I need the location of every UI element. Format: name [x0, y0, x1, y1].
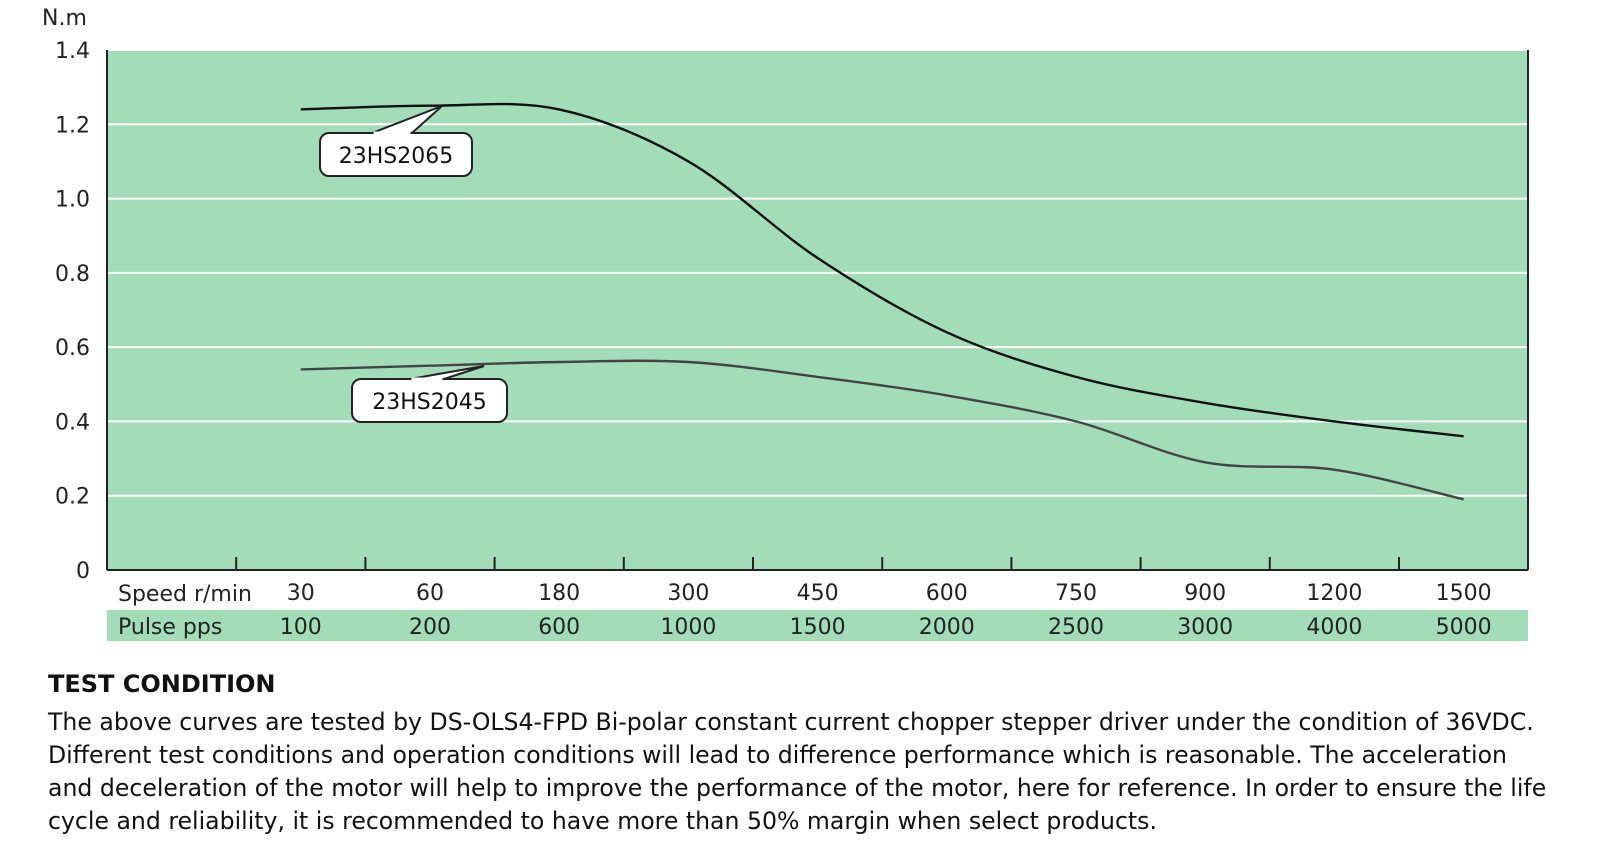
speed-tick-label: 30: [287, 581, 315, 606]
torque-speed-chart: 0 0.2 0.4 0.6 0.8 1.0 1.2 1.4 N.m Speed r/min Puls…: [42, 6, 1529, 641]
speed-row-label: Speed r/min: [118, 582, 252, 607]
y-tick-label: 0.6: [55, 336, 90, 361]
series-line-23HS2045: [300, 359, 1464, 501]
speed-tick-label: 450: [797, 581, 839, 606]
pulse-tick-label: 2500: [1048, 615, 1104, 640]
speed-tick-label: 1200: [1306, 581, 1362, 606]
test-condition-text: The above curves are tested by DS-OLS4-F…: [48, 706, 1593, 838]
series-label: 23HS2045: [372, 390, 487, 415]
pulse-tick-label: 600: [538, 615, 580, 640]
pulse-tick-label: 1500: [790, 615, 846, 640]
y-tick-label: 1.4: [55, 39, 90, 64]
plot-area: [107, 50, 1528, 570]
speed-tick-label: 180: [538, 581, 580, 606]
pulse-tick-label: 3000: [1177, 615, 1233, 640]
pulse-row-label: Pulse pps: [118, 615, 222, 640]
test-condition-line: The above curves are tested by DS-OLS4-F…: [48, 708, 1534, 736]
speed-tick-label: 300: [667, 581, 709, 606]
series-label: 23HS2065: [339, 144, 454, 169]
test-condition-line: cycle and reliability, it is recommended…: [48, 807, 1157, 835]
speed-tick-label: 60: [416, 581, 444, 606]
pulse-tick-label: 200: [409, 615, 451, 640]
pulse-tick-label: 4000: [1306, 615, 1362, 640]
y-tick-label: 0.4: [55, 410, 90, 435]
pulse-tick-label: 1000: [660, 615, 716, 640]
speed-tick-label: 750: [1055, 581, 1097, 606]
y-axis-unit: N.m: [42, 6, 87, 31]
pulse-row-band: [107, 610, 1528, 641]
y-tick-label: 1.0: [55, 188, 90, 213]
y-tick-label: 0: [76, 559, 90, 584]
y-tick-label: 0.8: [55, 262, 90, 287]
pulse-tick-label: 5000: [1436, 615, 1492, 640]
pulse-tick-label: 2000: [919, 615, 975, 640]
speed-tick-label: 600: [926, 581, 968, 606]
speed-tick-label: 1500: [1436, 581, 1492, 606]
test-condition-line: Different test conditions and operation …: [48, 741, 1507, 769]
y-tick-label: 1.2: [55, 113, 90, 138]
y-tick-label: 0.2: [55, 485, 90, 510]
test-condition-title: TEST CONDITION: [48, 670, 276, 698]
speed-tick-label: 900: [1184, 581, 1226, 606]
pulse-tick-label: 100: [280, 615, 322, 640]
series-line-23HS2065: [300, 102, 1464, 438]
test-condition-line: and deceleration of the motor will help …: [48, 774, 1547, 802]
